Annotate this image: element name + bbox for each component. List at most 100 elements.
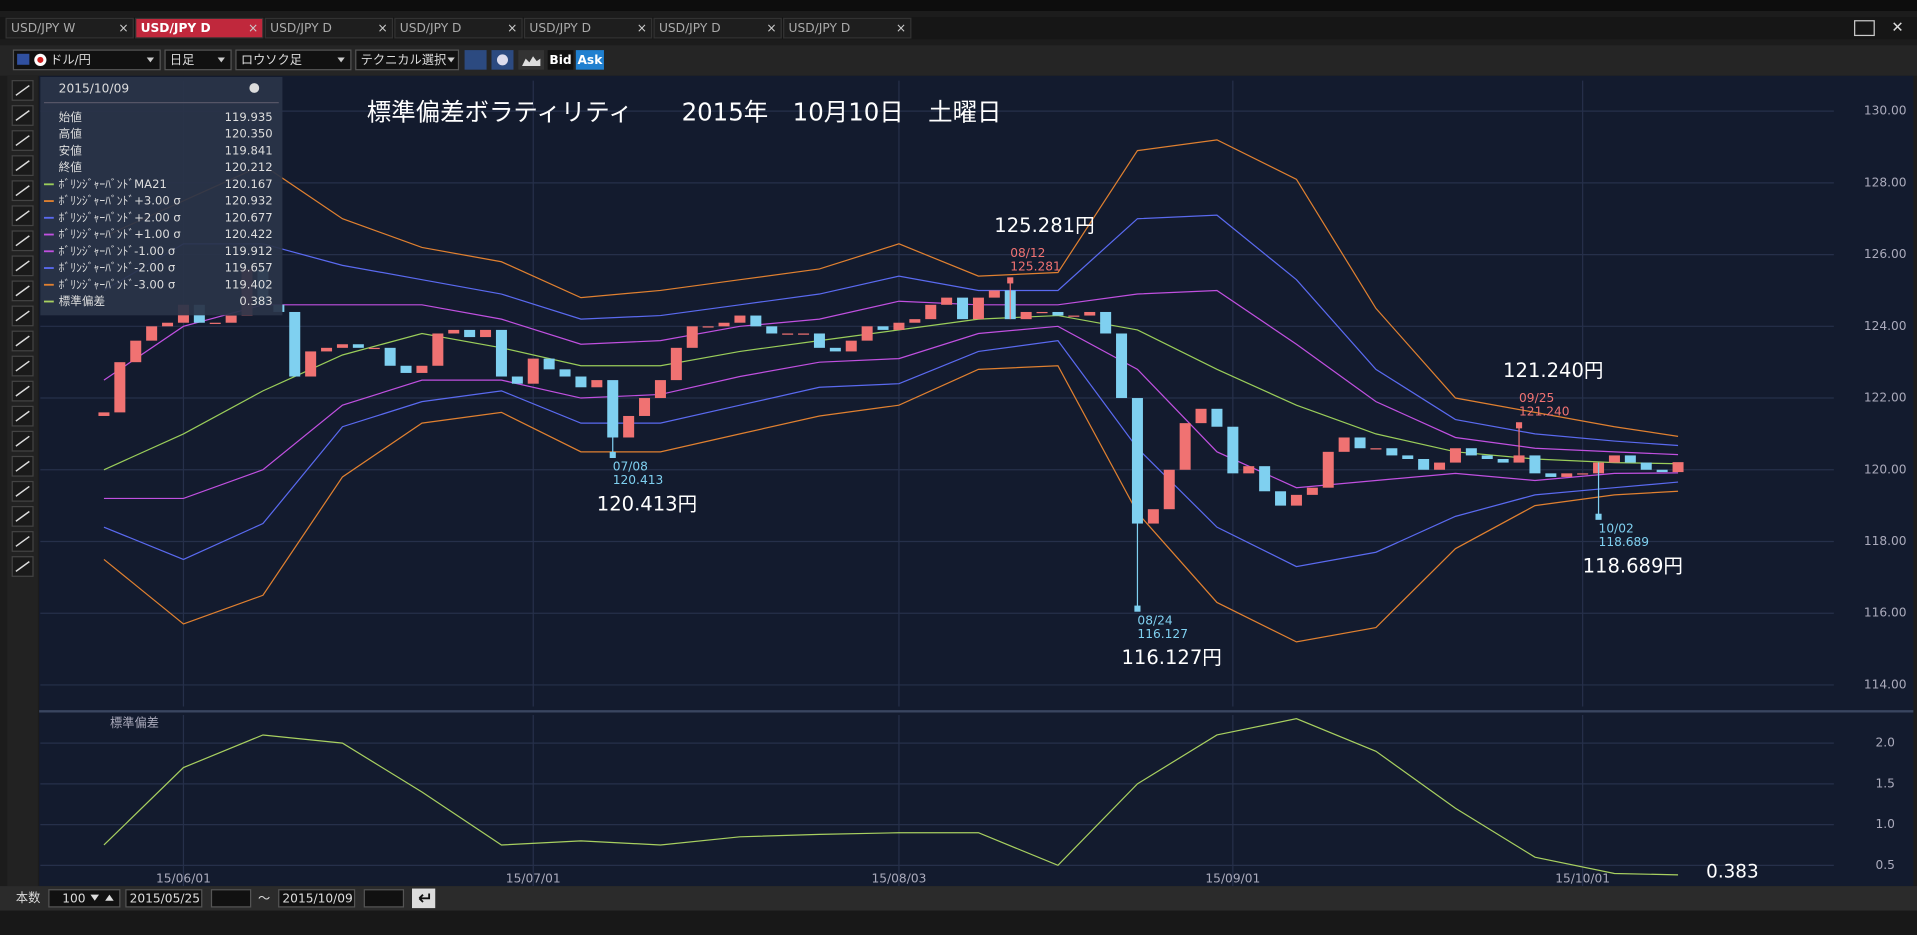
info-icon (496, 54, 508, 66)
tab[interactable]: USD/JPY D × (394, 17, 523, 39)
candle (527, 358, 539, 384)
count-value: 100 (62, 891, 85, 905)
tab[interactable]: USD/JPY D × (523, 17, 653, 39)
row-label: 始値 (59, 110, 83, 124)
from-date-box[interactable] (125, 889, 203, 908)
candle (559, 369, 571, 377)
candle (98, 412, 110, 416)
tool-icon (15, 210, 30, 222)
annotation-date: 07/08 (613, 460, 648, 474)
tab-close[interactable]: × (507, 21, 517, 35)
annotation-value: 120.413 (613, 473, 664, 487)
count-select[interactable] (48, 889, 121, 908)
line-series (103, 365, 1679, 643)
tab-close[interactable]: × (896, 21, 906, 35)
candle (1211, 408, 1223, 427)
indicator-select[interactable]: テクニカル選択 (355, 49, 460, 71)
row-label: 終値 (59, 160, 83, 174)
annotation-label: 120.413円 (597, 493, 697, 516)
candle (750, 315, 762, 327)
candle (1608, 455, 1620, 463)
tool-icon (15, 84, 30, 96)
tab-bg (394, 17, 523, 39)
pen-button[interactable] (464, 50, 487, 70)
row-label: 標準偏差 (59, 294, 105, 308)
count-arrows[interactable] (90, 894, 114, 901)
candle (623, 415, 635, 438)
to-time-box[interactable] (363, 889, 405, 908)
candle (702, 326, 714, 328)
from-time-box[interactable] (210, 889, 252, 908)
candle (1179, 423, 1191, 470)
x-tick-label: 15/09/01 (1205, 871, 1260, 885)
tab-close[interactable]: × (766, 21, 776, 35)
row-value: 0.383 (239, 294, 272, 308)
candle (686, 326, 698, 348)
tab[interactable]: USD/JPY D × (264, 17, 394, 39)
tools (11, 80, 34, 577)
info-toggle[interactable] (249, 83, 260, 93)
tab[interactable]: USD/JPY D × (653, 17, 782, 39)
candle (336, 344, 348, 348)
x-tick-label: 15/06/01 (156, 871, 211, 885)
candle (591, 380, 603, 388)
y-tick-label: 126.00 (1864, 247, 1907, 261)
candle (432, 333, 444, 366)
candle (1545, 473, 1557, 477)
y-tick-label: 116.00 (1864, 606, 1907, 620)
row-label: ﾎﾞﾘﾝｼﾞｬｰﾊﾞﾝﾄﾞ-3.00 σ (59, 277, 176, 291)
ask-label: Ask (577, 53, 603, 67)
candle (321, 347, 333, 352)
row-value: 120.167 (225, 177, 273, 191)
y-tick-label: 120.00 (1864, 462, 1907, 476)
tool-icon (15, 510, 30, 522)
x-tick-label: 15/10/01 (1555, 871, 1610, 885)
close-window[interactable]: ✕ (1891, 19, 1903, 36)
candle (798, 333, 810, 335)
candle (766, 326, 778, 334)
chart-type-select[interactable]: ロウソク足 (235, 49, 352, 71)
candle (1386, 448, 1398, 456)
period-select[interactable]: 日足 (164, 49, 232, 71)
tab-close[interactable]: × (378, 21, 388, 35)
tab-bg (5, 17, 134, 39)
bid-button[interactable] (547, 50, 574, 70)
tool-icon (15, 360, 30, 372)
tab[interactable]: USD/JPY W × (5, 17, 134, 39)
candle (1561, 473, 1573, 477)
candle (1402, 455, 1414, 460)
annotation-date: 09/25 (1519, 391, 1554, 405)
candle (941, 297, 953, 305)
extreme-marker (1515, 422, 1523, 429)
tool-icon (15, 485, 30, 497)
pair-select[interactable]: ドル/円 (12, 49, 161, 71)
tab-close[interactable]: × (118, 21, 128, 35)
candle (448, 329, 460, 334)
candle (1656, 469, 1668, 473)
y-tick-label: 118.00 (1864, 534, 1907, 548)
chart-type-label: ロウソク足 (241, 53, 302, 67)
to-date-box[interactable] (278, 889, 356, 908)
extreme-marker (609, 451, 616, 459)
to-date: 2015/10/09 (282, 891, 352, 905)
tab[interactable]: USD/JPY D × (783, 17, 912, 39)
grid: 114.00 116.00 118.00 120.00 122.00 124.00 126.… (40, 80, 1907, 887)
from-date: 2015/05/25 (130, 891, 200, 905)
tab[interactable]: USD/JPY D × (135, 17, 264, 39)
candle (734, 315, 746, 323)
maximize-button[interactable] (1854, 20, 1875, 37)
tool-icon (15, 435, 30, 447)
ask-button[interactable] (575, 50, 604, 70)
tab-close[interactable]: × (637, 21, 647, 35)
tab-close[interactable]: × (248, 21, 258, 35)
candle (209, 322, 221, 324)
annotation-label: 116.127円 (1121, 646, 1221, 669)
candle (988, 290, 1000, 298)
candle (1116, 333, 1128, 399)
candle (225, 315, 237, 323)
annotation-value: 116.127 (1137, 627, 1188, 641)
candle (861, 326, 873, 341)
tool-icon (15, 410, 30, 422)
row-label: ﾎﾞﾘﾝｼﾞｬｰﾊﾞﾝﾄﾞ-2.00 σ (59, 261, 176, 275)
row-value: 119.657 (225, 261, 273, 275)
